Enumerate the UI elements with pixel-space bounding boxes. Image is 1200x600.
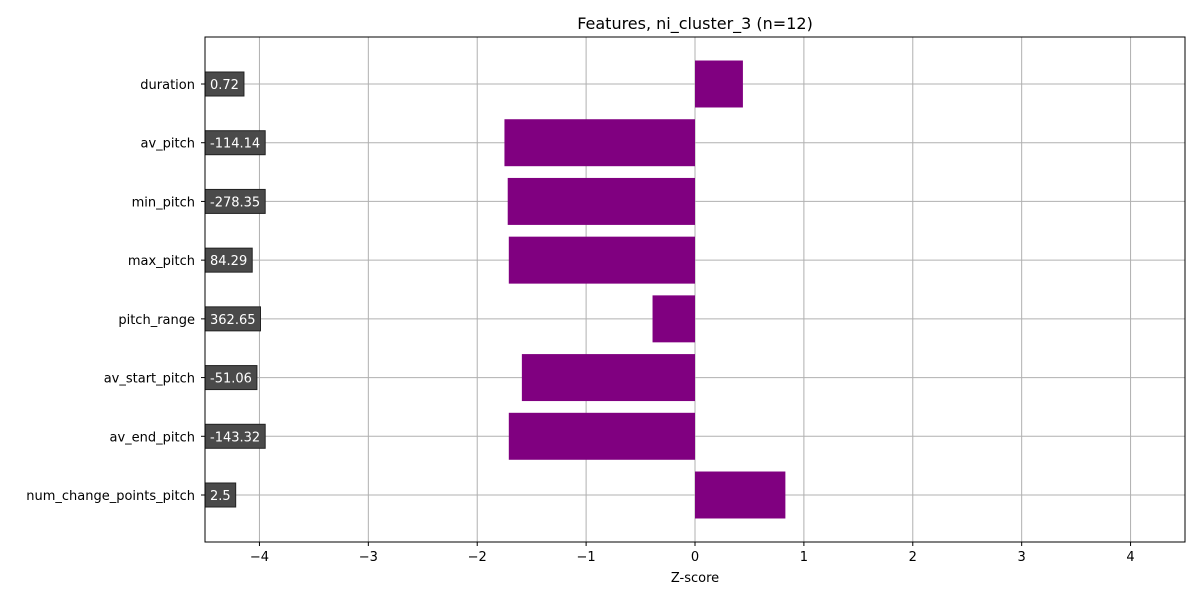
value-label-text: -143.32 (210, 430, 260, 445)
value-label-text: 0.72 (210, 78, 239, 93)
value-label-layer: 0.72 -114.14 -278.35 84.29 362.65 -51.06 -143.… (204, 71, 266, 508)
x-tick-label: 1 (800, 550, 808, 565)
value-label: -143.32 (204, 423, 266, 449)
x-tick-label: 2 (909, 550, 917, 565)
x-axis-label: Z-score (671, 571, 719, 586)
bar (507, 177, 695, 225)
bar (508, 412, 695, 460)
bar (695, 60, 743, 108)
value-label: 2.5 (204, 482, 237, 508)
value-label-box (204, 130, 266, 156)
bar-layer (504, 60, 786, 519)
y-tick-label: av_end_pitch (110, 430, 196, 445)
y-tick-label: av_pitch (140, 137, 195, 152)
value-label-text: 84.29 (210, 254, 247, 269)
value-label-text: -278.35 (210, 195, 260, 210)
bar (508, 236, 695, 284)
x-tick-label: −1 (577, 550, 596, 565)
value-label-text: -51.06 (210, 372, 252, 387)
value-label-text: -114.14 (210, 137, 260, 152)
x-tick-label: −4 (250, 550, 269, 565)
value-label: -51.06 (204, 365, 258, 391)
y-tick-label: av_start_pitch (104, 372, 195, 387)
x-tick-label: 3 (1018, 550, 1026, 565)
bar (521, 354, 695, 402)
x-tick-label: 4 (1126, 550, 1134, 565)
value-label-box (204, 247, 253, 273)
y-tick-layer: duration av_pitch min_pitch max_pitch pitch_… (26, 78, 205, 504)
bar (695, 471, 786, 519)
y-tick-label: duration (140, 78, 195, 93)
y-tick-label: min_pitch (132, 195, 195, 210)
value-label-box (204, 188, 266, 214)
value-label-box (204, 71, 245, 97)
value-label-box (204, 423, 266, 449)
bar (504, 119, 695, 167)
y-tick-label: pitch_range (118, 313, 195, 328)
value-label: 84.29 (204, 247, 253, 273)
value-label-box (204, 482, 237, 508)
y-tick-label: num_change_points_pitch (26, 489, 195, 504)
value-label-text: 362.65 (210, 313, 256, 328)
value-label: 362.65 (204, 306, 261, 332)
bar (652, 295, 695, 343)
value-label: -278.35 (204, 188, 266, 214)
value-label: 0.72 (204, 71, 245, 97)
x-tick-layer: −4 −3 −2 −1 0 1 2 3 4 (250, 542, 1135, 565)
value-label-text: 2.5 (210, 489, 231, 504)
value-label: -114.14 (204, 130, 266, 156)
x-tick-label: 0 (691, 550, 699, 565)
x-tick-label: −3 (359, 550, 378, 565)
x-tick-label: −2 (468, 550, 487, 565)
chart-title: Features, ni_cluster_3 (n=12) (577, 14, 813, 34)
y-tick-label: max_pitch (128, 254, 195, 269)
